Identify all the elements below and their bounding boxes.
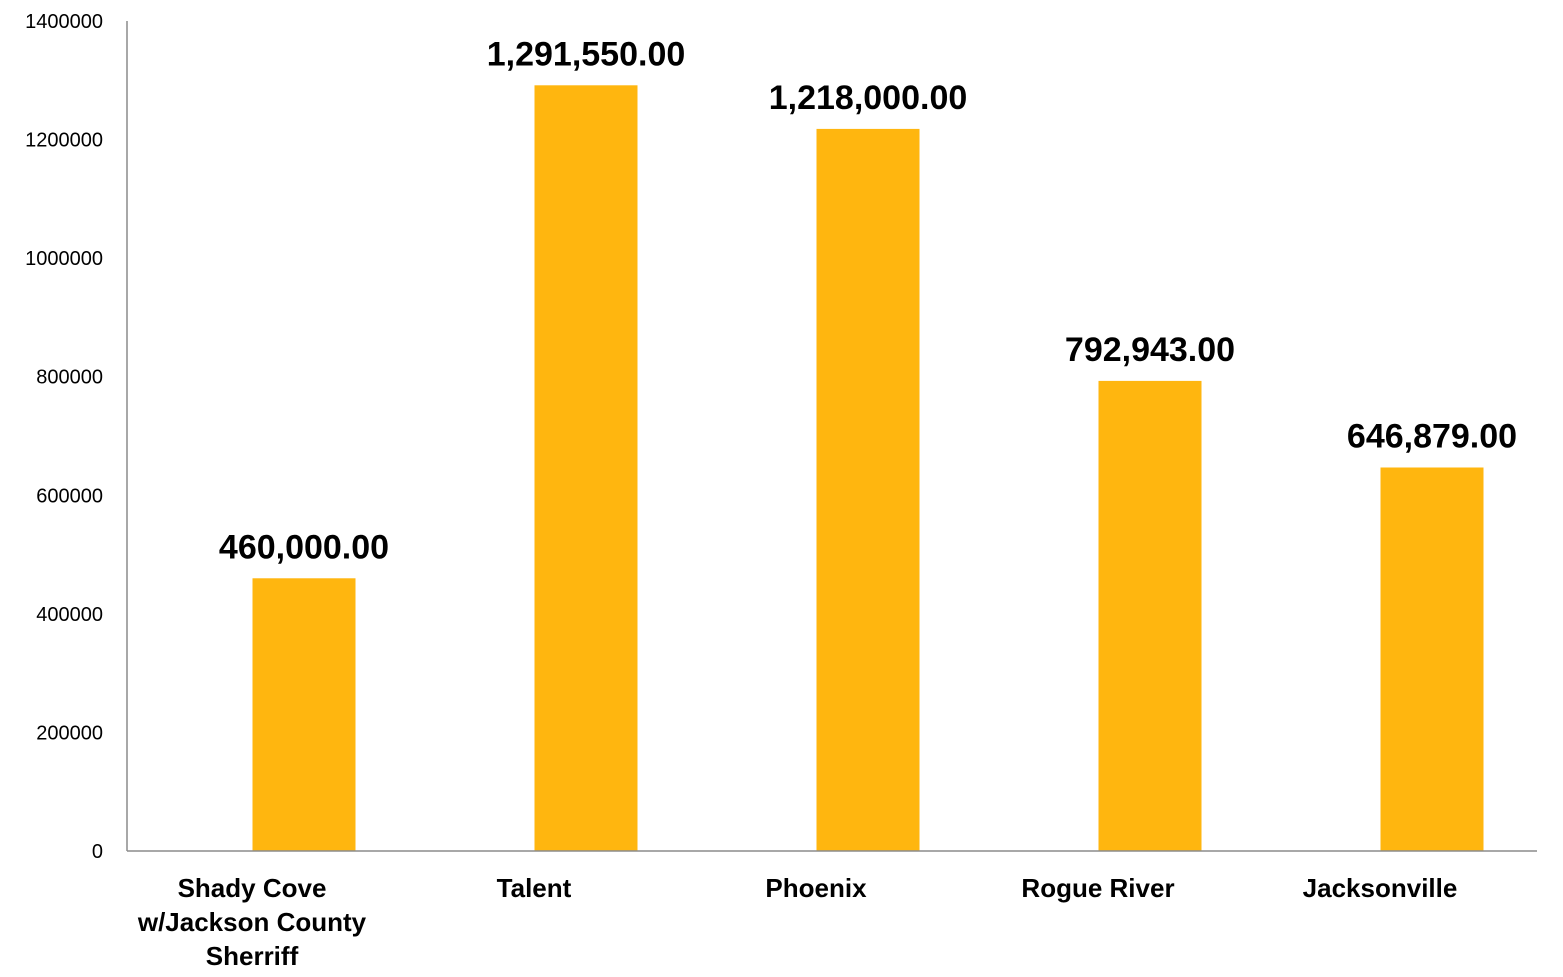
bar [1380, 467, 1484, 851]
x-tick-label-line: Sherriff [206, 941, 299, 971]
x-tick-label-line: w/Jackson County [137, 907, 367, 937]
y-tick-label: 1200000 [25, 130, 103, 152]
x-tick-label: Talent [497, 873, 572, 903]
y-tick-label: 800000 [36, 367, 103, 389]
x-tick-label-line: Talent [497, 873, 572, 903]
y-tick-label: 0 [92, 841, 103, 863]
x-tick-label: Rogue River [1021, 873, 1174, 903]
x-tick-label: Shady Cove w/Jackson County Sherriff [137, 873, 367, 971]
y-tick-label: 1000000 [25, 248, 103, 270]
bar [252, 578, 356, 851]
bar [816, 128, 920, 851]
data-label: 1,218,000.00 [769, 79, 968, 117]
x-tick-label-line: Phoenix [765, 873, 867, 903]
x-tick-label-line: Shady Cove [178, 873, 327, 903]
bar [534, 85, 638, 852]
x-axis-labels: Shady Cove w/Jackson County Sherriff Talent… [137, 873, 1457, 971]
data-label: 1,291,550.00 [487, 35, 686, 73]
data-labels: 460,000.00 1,291,550.00 1,218,000.00 792,94… [219, 35, 1517, 566]
y-tick-label: 200000 [36, 722, 103, 744]
x-tick-label-line: Jacksonville [1303, 873, 1458, 903]
y-tick-label: 1400000 [25, 11, 103, 33]
x-tick-label: Jacksonville [1303, 873, 1458, 903]
data-label: 646,879.00 [1347, 417, 1517, 455]
y-axis-ticks: 0 200000 400000 600000 800000 1000000 1200000 1… [25, 11, 103, 863]
x-tick-label-line: Rogue River [1021, 873, 1174, 903]
data-label: 460,000.00 [219, 528, 389, 566]
x-tick-label: Phoenix [765, 873, 867, 903]
bars [252, 85, 1484, 852]
bar [1098, 380, 1202, 851]
data-label: 792,943.00 [1065, 331, 1235, 369]
y-tick-label: 400000 [36, 604, 103, 626]
y-tick-label: 600000 [36, 485, 103, 507]
